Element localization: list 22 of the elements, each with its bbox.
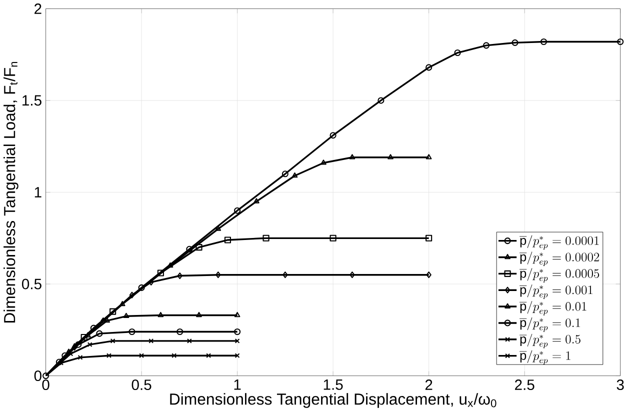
legend-label: $\overline{\mathrm{p}}/p_{ep}^{*} = 0.0001$ [520, 235, 599, 250]
y-tick-label: 2 [34, 3, 42, 14]
legend-label: $\overline{\mathrm{p}}/p_{ep}^{*} = 0.0005$ [520, 268, 600, 282]
x-tick-label: 0.5 [132, 379, 152, 390]
legend-label: $\overline{\mathrm{p}}/p_{ep}^{*} = 1$ [520, 350, 570, 364]
y-tick-label: 1 [34, 186, 42, 198]
legend-label: $\overline{\mathrm{p}}/p_{ep}^{*} = 0.1$ [520, 317, 580, 332]
legend-label: $\overline{\mathrm{p}}/p_{ep}^{*} = 0.001$ [520, 284, 592, 299]
y-axis-title: Dimensionless Tangential Load, F$_{t}$/F$_{n}$ [4, 62, 18, 322]
x-tick-label: 1.5 [324, 379, 343, 390]
y-tick-label: 0.5 [22, 278, 42, 290]
x-tick-label: 2 [425, 379, 432, 390]
x-axis-title: Dimensionless Tangential Displacement, u$_{x}$/ω$_{0}$ [170, 392, 496, 408]
legend-label: $\overline{\mathrm{p}}/p_{ep}^{*} = 0.01$ [520, 300, 586, 316]
x-tick-label: 0 [42, 379, 50, 390]
x-tick-label: 2.5 [515, 379, 534, 390]
x-tick-label: 3 [616, 379, 624, 390]
x-tick-label: 1 [234, 379, 241, 390]
y-tick-label: 1.5 [22, 95, 42, 106]
legend-label: $\overline{\mathrm{p}}/p_{ep}^{*} = 0.0002$ [520, 251, 600, 266]
legend-label: $\overline{\mathrm{p}}/p_{ep}^{*} = 0.5$ [520, 334, 580, 348]
y-tick-label: 0 [34, 370, 42, 381]
